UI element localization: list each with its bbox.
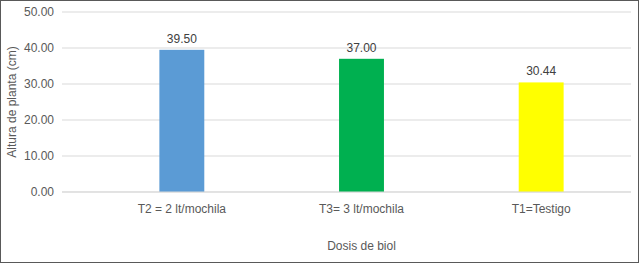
y-tick: 20.00: [24, 113, 62, 127]
y-tick: 0.00: [31, 185, 62, 199]
x-axis: T2 = 2 lt/mochila T3= 3 lt/mochila T1=Test…: [62, 192, 631, 216]
y-tick-label: 10.00: [24, 149, 54, 163]
y-tick: 50.00: [24, 5, 62, 19]
data-label: 37.00: [346, 41, 376, 55]
data-labels: 39.50 37.00 30.44: [167, 32, 557, 79]
y-axis-title: Altura de planta (cm): [5, 46, 19, 157]
y-tick: 30.00: [24, 77, 62, 91]
data-label: 39.50: [167, 32, 197, 46]
bar: [339, 59, 384, 192]
x-tick-label: T3= 3 lt/mochila: [319, 202, 404, 216]
grid-line: [62, 12, 631, 13]
x-tick: T1=Testigo: [512, 192, 571, 216]
y-tick-label: 20.00: [24, 113, 54, 127]
grid-line: [62, 192, 631, 193]
y-axis: 0.00 10.00 20.00 30.00 40.00 50.00: [24, 5, 63, 199]
y-tick: 10.00: [24, 149, 62, 163]
bars: [159, 50, 563, 192]
x-tick-label: T1=Testigo: [512, 202, 571, 216]
grid: [62, 12, 631, 192]
y-tick-label: 40.00: [24, 41, 54, 55]
x-tick: T3= 3 lt/mochila: [319, 192, 404, 216]
x-axis-title: Dosis de biol: [327, 239, 396, 253]
data-label: 30.44: [526, 64, 556, 78]
bar: [519, 82, 564, 192]
chart-frame: [1, 1, 639, 263]
bar: [159, 50, 204, 192]
x-axis-line: [62, 192, 631, 193]
x-tick: T2 = 2 lt/mochila: [138, 192, 227, 216]
y-tick-label: 0.00: [31, 185, 55, 199]
chart: 0.00 10.00 20.00 30.00 40.00 50.00 T2 = 2 lt/m…: [0, 0, 639, 263]
y-tick-label: 30.00: [24, 77, 54, 91]
y-tick: 40.00: [24, 41, 62, 55]
x-tick-label: T2 = 2 lt/mochila: [138, 202, 227, 216]
y-axis-line: [62, 13, 63, 193]
y-tick-label: 50.00: [24, 5, 54, 19]
